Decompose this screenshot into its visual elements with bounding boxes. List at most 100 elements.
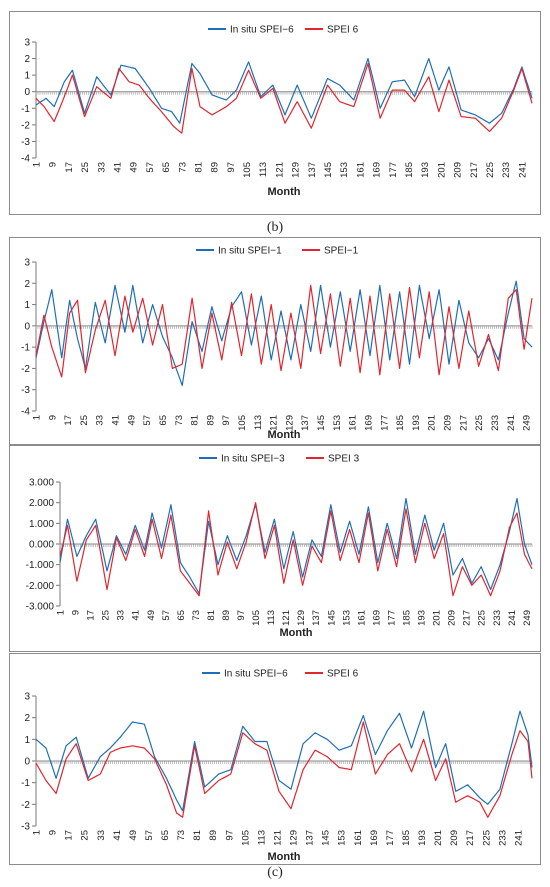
x-tick-label: 225 bbox=[477, 610, 488, 626]
chart-panel-c-spei3: -3.000 -2.000 -1.000 0.000 1.000 2.000 3.000 1 9… bbox=[9, 445, 541, 652]
x-tick-label: 185 bbox=[404, 162, 415, 178]
x-tick-label: 145 bbox=[323, 162, 334, 178]
y-tick-label: 3 bbox=[24, 692, 30, 703]
x-axis-label: Month bbox=[268, 851, 301, 863]
x-tick-label: 113 bbox=[258, 162, 269, 177]
x-tick-label: 193 bbox=[417, 610, 428, 626]
x-tick-label: 89 bbox=[208, 830, 219, 841]
y-tick-label: 2 bbox=[24, 713, 30, 724]
x-tick-label: 129 bbox=[296, 610, 307, 626]
y-tick-label: 1.000 bbox=[29, 519, 54, 530]
x-tick-label: 97 bbox=[224, 830, 235, 841]
legend-label: SPEI 6 bbox=[327, 25, 359, 36]
x-tick-label: 25 bbox=[101, 610, 112, 621]
x-tick-label: 1 bbox=[32, 162, 43, 167]
x-tick-label: 113 bbox=[266, 610, 277, 625]
x-tick-label: 105 bbox=[251, 610, 262, 626]
x-tick-label: 9 bbox=[47, 415, 58, 420]
x-tick-label: 89 bbox=[210, 162, 221, 173]
y-tick-label: 1 bbox=[24, 735, 30, 746]
x-tick-label: 153 bbox=[337, 830, 348, 846]
y-tick-label: -2.000 bbox=[26, 581, 55, 592]
x-tick-label: 177 bbox=[388, 162, 399, 178]
series-line-model bbox=[59, 502, 533, 597]
x-tick-label: 121 bbox=[281, 610, 292, 626]
x-tick-label: 81 bbox=[192, 830, 203, 841]
x-tick-label: 121 bbox=[272, 830, 283, 846]
x-tick-label: 161 bbox=[356, 610, 367, 626]
y-tick-label: -1 bbox=[21, 104, 30, 115]
y-tick-label: 2 bbox=[24, 54, 30, 65]
series-line-in-situ bbox=[35, 58, 533, 124]
x-tick-label: 153 bbox=[341, 610, 352, 626]
x-tick-label: 57 bbox=[144, 830, 155, 841]
x-tick-label: 1 bbox=[32, 415, 43, 420]
x-tick-label: 209 bbox=[447, 610, 458, 626]
y-tick-label: -1 bbox=[21, 778, 30, 789]
x-tick-label: 57 bbox=[142, 415, 153, 426]
x-tick-label: 225 bbox=[474, 415, 485, 431]
x-tick-label: 185 bbox=[401, 830, 412, 846]
x-tick-label: 129 bbox=[291, 162, 302, 178]
legend-label: SPEI−1 bbox=[324, 246, 359, 257]
x-axis-label: Month bbox=[268, 429, 301, 441]
y-tick-label: -2 bbox=[21, 800, 30, 811]
y-tick-label: 3.000 bbox=[29, 478, 54, 489]
x-tick-label: 73 bbox=[177, 162, 188, 173]
x-tick-label: 209 bbox=[449, 830, 460, 846]
x-tick-label: 249 bbox=[522, 610, 533, 626]
x-tick-label: 9 bbox=[71, 610, 82, 615]
x-tick-label: 193 bbox=[411, 415, 422, 431]
x-tick-label: 233 bbox=[492, 610, 503, 626]
x-tick-label: 161 bbox=[348, 415, 359, 431]
x-tick-label: 65 bbox=[160, 830, 171, 841]
x-tick-label: 9 bbox=[48, 830, 59, 835]
x-tick-label: 33 bbox=[96, 162, 107, 173]
x-tick-label: 49 bbox=[146, 610, 157, 621]
chart-panel-c-spei6: -3 -2 -1 0 1 2 3 1 9 17 25 33 41 49 57 65 73 81 89 97 105 113… bbox=[9, 653, 541, 865]
x-tick-label: 25 bbox=[80, 830, 91, 841]
y-tick-label: 2.000 bbox=[29, 498, 54, 509]
x-tick-label: 33 bbox=[96, 830, 107, 841]
x-tick-label: 49 bbox=[129, 162, 140, 173]
x-tick-label: 201 bbox=[433, 830, 444, 846]
x-tick-label: 25 bbox=[79, 415, 90, 426]
x-tick-label: 17 bbox=[86, 610, 97, 621]
y-tick-label: -4 bbox=[21, 154, 30, 165]
x-tick-label: 57 bbox=[161, 610, 172, 621]
x-tick-label: 145 bbox=[326, 610, 337, 626]
y-tick-label: 0 bbox=[24, 87, 30, 98]
x-tick-label: 121 bbox=[274, 162, 285, 178]
x-tick-label: 49 bbox=[126, 415, 137, 426]
x-tick-label: 233 bbox=[497, 830, 508, 846]
legend-label: SPEI 6 bbox=[327, 669, 359, 680]
x-tick-label: 9 bbox=[48, 162, 59, 167]
x-tick-label: 233 bbox=[501, 162, 512, 178]
x-tick-label: 89 bbox=[205, 415, 216, 426]
x-tick-label: 241 bbox=[506, 415, 517, 431]
x-tick-label: 97 bbox=[236, 610, 247, 621]
x-tick-label: 81 bbox=[193, 162, 204, 173]
caption-c: (c) bbox=[267, 865, 283, 880]
x-tick-label: 185 bbox=[395, 415, 406, 431]
x-tick-label: 217 bbox=[458, 415, 469, 431]
y-tick-label: -1 bbox=[21, 343, 30, 354]
x-tick-label: 41 bbox=[112, 830, 123, 841]
x-tick-label: 41 bbox=[112, 162, 123, 173]
y-tick-label: -2 bbox=[21, 120, 30, 131]
x-tick-label: 65 bbox=[176, 610, 187, 621]
x-tick-label: 249 bbox=[522, 415, 533, 431]
y-tick-label: 1 bbox=[24, 71, 30, 82]
x-tick-label: 1 bbox=[56, 610, 67, 615]
x-tick-label: 137 bbox=[307, 162, 318, 178]
x-tick-label: 145 bbox=[321, 830, 332, 846]
x-tick-label: 121 bbox=[269, 415, 280, 431]
x-tick-label: 233 bbox=[490, 415, 501, 431]
x-tick-label: 177 bbox=[379, 415, 390, 431]
x-axis-label: Month bbox=[280, 627, 313, 639]
